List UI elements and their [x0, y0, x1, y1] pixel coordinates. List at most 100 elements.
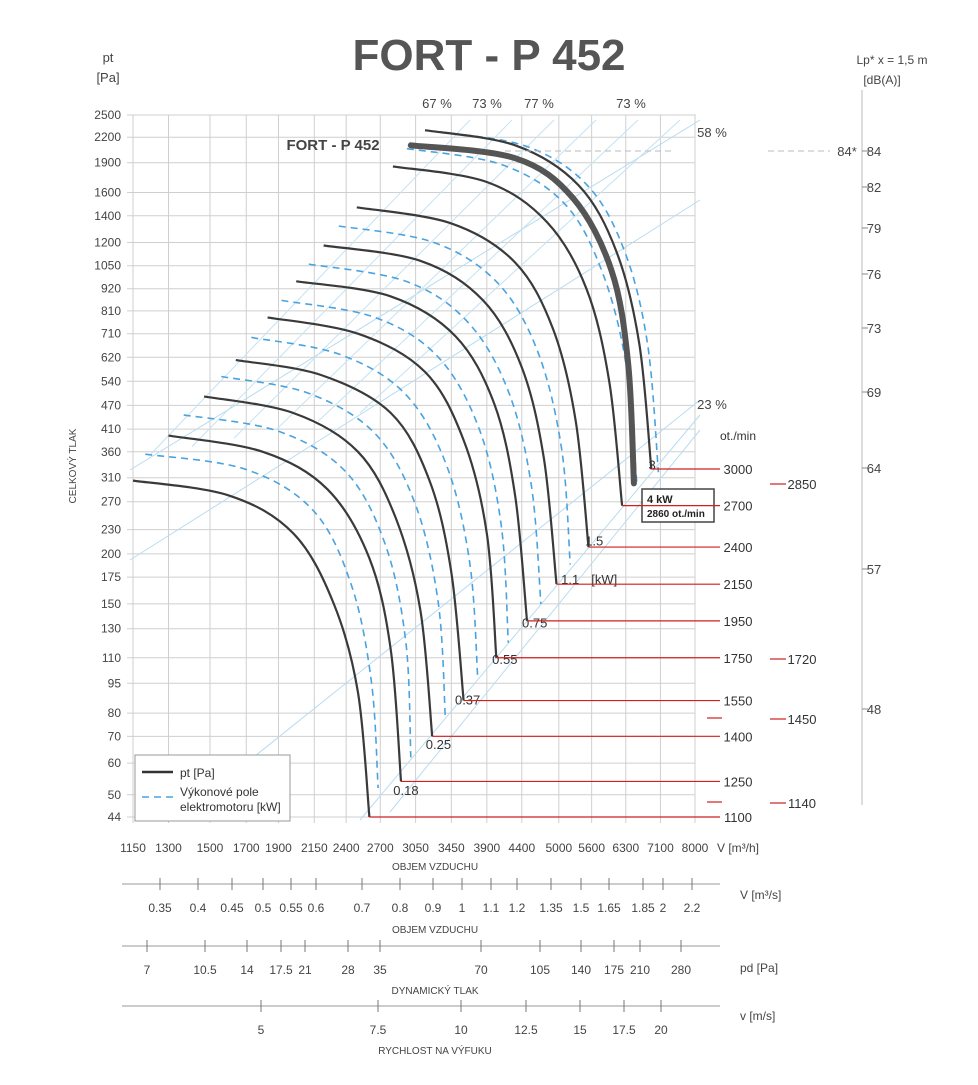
- efficiency-label: 77 %: [524, 96, 554, 111]
- scale-tick-label: 20: [654, 1023, 668, 1037]
- x-tick-label: 2700: [367, 841, 394, 855]
- scale-tick-label: 12.5: [514, 1023, 538, 1037]
- scale-tick-label: 17.5: [269, 963, 293, 977]
- y-tick-label: 2500: [94, 108, 121, 122]
- legend-frame: [134, 754, 291, 822]
- rpm-label: 2150: [724, 577, 753, 592]
- x-tick-label: 3900: [473, 841, 500, 855]
- motor-curve-0.25kw: [183, 414, 412, 758]
- y-tick-label: 310: [101, 471, 121, 485]
- scale-tick-label: 0.4: [190, 901, 207, 915]
- motor-curve-0.37kw: [221, 375, 447, 720]
- kw-label: 0.25: [426, 737, 451, 752]
- x-tick-label: 3050: [402, 841, 429, 855]
- rpm-curve-3000: [424, 129, 653, 470]
- scale-tick-label: 1: [459, 901, 466, 915]
- scale-tick-label: 35: [373, 963, 387, 977]
- sound-value: 48: [867, 702, 881, 717]
- scale-tick-label: 17.5: [612, 1023, 636, 1037]
- y-tick-label: 1400: [94, 209, 121, 223]
- kw-label: 1.5: [585, 533, 603, 548]
- efficiency-line: [149, 119, 471, 456]
- y-tick-label: 230: [101, 523, 121, 537]
- scale-label: DYNAMICKÝ TLAK: [391, 984, 478, 997]
- rpm-alt-label: 2850: [788, 477, 817, 492]
- highlight-box-kw: 4 kW: [647, 494, 673, 506]
- efficiency-line: [317, 119, 639, 422]
- y-tick-label: 80: [108, 706, 122, 720]
- rpm-curve-2700: [392, 165, 624, 506]
- scale-tick-label: 1.5: [573, 901, 590, 915]
- rpm-alt-label: 1450: [788, 712, 817, 727]
- efficiency-label: 23 %: [697, 397, 727, 412]
- scale-tick-label: 1.1: [483, 901, 500, 915]
- scale-tick-label: 105: [530, 963, 550, 977]
- motor-curve-0.18kw: [145, 453, 379, 789]
- efficiency-line: [199, 399, 701, 801]
- scale-tick-label: 21: [298, 963, 312, 977]
- kw-label: 3: [649, 458, 656, 473]
- rpm-alt-label: 1140: [788, 796, 816, 811]
- y-tick-label: 95: [108, 676, 122, 690]
- highlight-box-rpm: 2860 ot./min: [647, 509, 705, 520]
- rpm-label: 1550: [724, 694, 753, 709]
- sound-value: 76: [867, 267, 881, 282]
- y-tick-label: 50: [108, 788, 122, 802]
- scale-tick-label: 15: [573, 1023, 587, 1037]
- legend-dashed-label: Výkonové pole: [180, 785, 259, 799]
- rpm-curve-1950: [296, 280, 529, 622]
- efficiency-line: [233, 119, 555, 439]
- x-tick-label: 7100: [647, 841, 674, 855]
- scale-unit: pd [Pa]: [740, 961, 778, 975]
- y-tick-label: 60: [108, 756, 122, 770]
- rpm-curve-1550: [235, 359, 465, 701]
- x-tick-label: 2150: [301, 841, 328, 855]
- kw-label: 0.55: [492, 652, 517, 667]
- scale-tick-label: 14: [240, 963, 254, 977]
- y-tick-label: 1900: [94, 156, 121, 170]
- scale-tick-label: 0.6: [308, 901, 325, 915]
- rpm-alt-label: 1720: [788, 652, 817, 667]
- scale-label: OBJEM VZDUCHU: [392, 925, 478, 936]
- scale-tick-label: 210: [630, 963, 650, 977]
- y-tick-label: 150: [101, 597, 121, 611]
- scale-tick-label: 70: [474, 963, 488, 977]
- chart-title: FORT - P 452: [352, 31, 625, 80]
- scale-tick-label: 2: [660, 901, 667, 915]
- scale-tick-label: 1.85: [631, 901, 655, 915]
- efficiency-label: 67 %: [422, 96, 452, 111]
- rpm-label: 1400: [724, 729, 753, 744]
- rpm-unit: ot./min: [720, 429, 756, 443]
- y-tick-label: 920: [101, 282, 121, 296]
- y-tick-label: 130: [101, 622, 121, 636]
- kw-label: [kW]: [591, 572, 617, 587]
- x-unit-label: V [m³/h]: [717, 841, 759, 855]
- y-tick-label: 110: [102, 651, 121, 665]
- rpm-curve-1250: [168, 434, 403, 782]
- sound-value: 82: [867, 180, 881, 195]
- rpm-label: 1250: [724, 774, 753, 789]
- sound-value: 73: [867, 321, 881, 336]
- kw-label: 1.1: [561, 572, 579, 587]
- sound-value: 84: [867, 144, 881, 159]
- sound-unit: Lp* x = 1,5 m: [856, 53, 927, 67]
- x-tick-label: 4400: [508, 841, 535, 855]
- x-tick-label: 5600: [578, 841, 605, 855]
- scale-tick-label: 2.2: [684, 901, 701, 915]
- y-tick-label: 1050: [94, 259, 121, 273]
- y-tick-label: 270: [101, 495, 121, 509]
- x-tick-label: 2400: [333, 841, 360, 855]
- highlight-curve: [407, 142, 637, 487]
- scale-tick-label: 175: [604, 963, 624, 977]
- sound-value: 64: [867, 461, 881, 476]
- scale-tick-label: 0.35: [148, 901, 172, 915]
- scale-tick-label: 10: [454, 1023, 468, 1037]
- scale-tick-label: 0.55: [279, 901, 303, 915]
- x-tick-label: 5000: [545, 841, 572, 855]
- kw-label: 0.18: [393, 783, 418, 798]
- x-tick-label: 8000: [682, 841, 709, 855]
- rpm-label: 3000: [724, 462, 753, 477]
